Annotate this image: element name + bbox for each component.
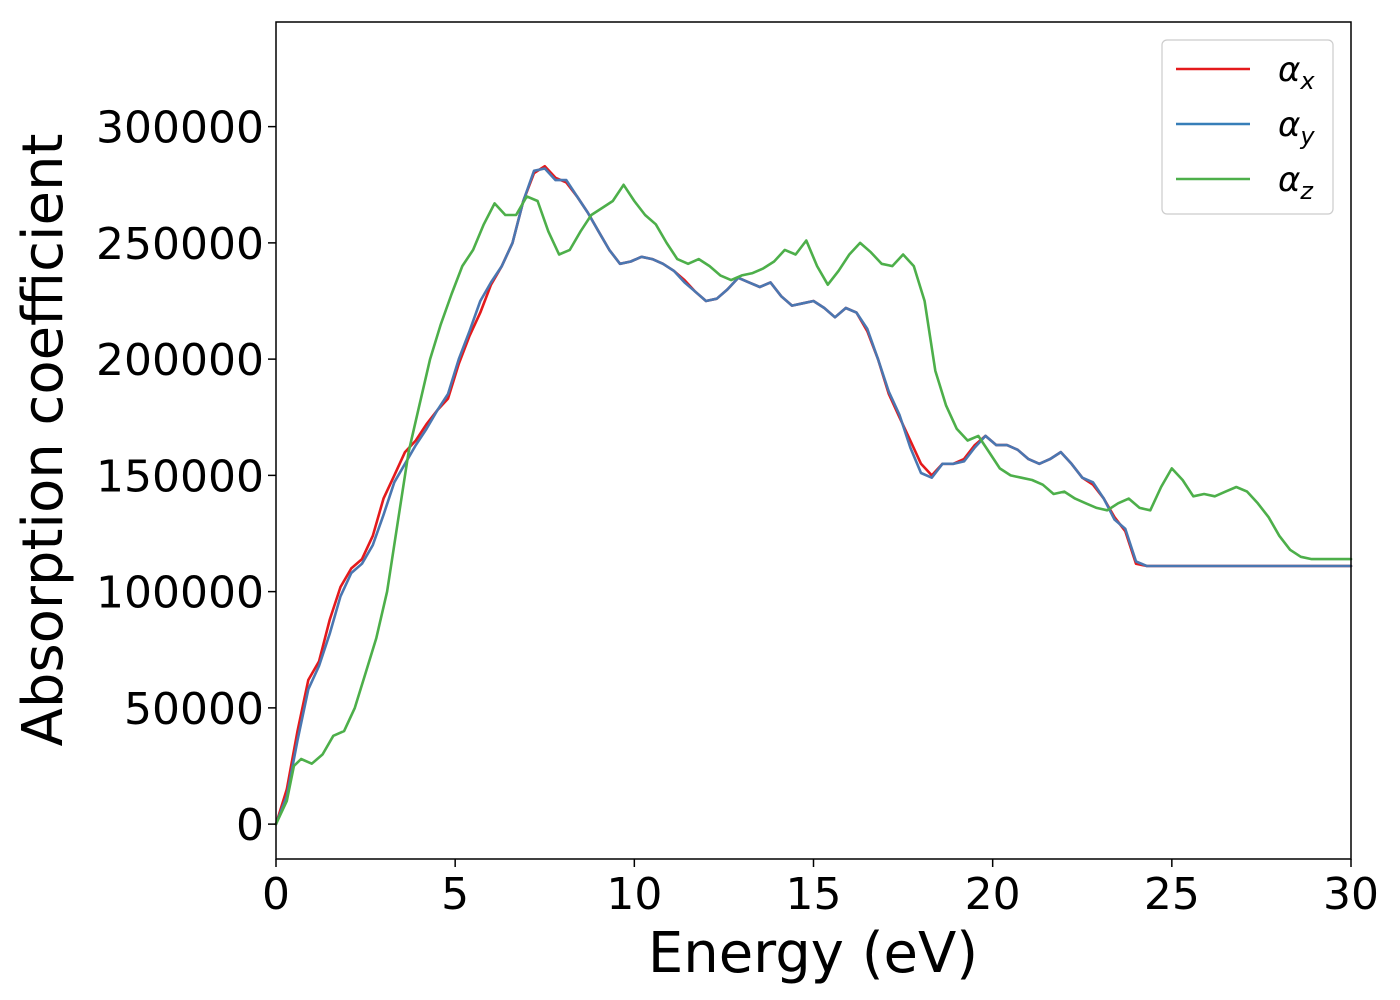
y-tick-label: 50000 [124, 684, 264, 735]
y-tick-label: 300000 [96, 103, 264, 154]
x-tick-label: 20 [965, 869, 1021, 920]
x-tick-label: 5 [441, 869, 469, 920]
y-tick-label: 250000 [96, 219, 264, 270]
y-tick-label: 200000 [96, 335, 264, 386]
y-tick-label: 150000 [96, 451, 264, 502]
series-line-αz [274, 183, 1353, 826]
x-tick-label: 25 [1144, 869, 1200, 920]
x-axis-ticks: 0 5 10 15 20 25 30 [262, 859, 1379, 920]
plot-frame [275, 21, 1352, 860]
x-tick-label: 10 [606, 869, 662, 920]
x-tick-label: 15 [786, 869, 842, 920]
series-line-αy [274, 167, 1353, 826]
y-axis-label: Absorption coefficient [11, 134, 76, 747]
x-tick-label: 0 [262, 869, 290, 920]
y-tick-label: 0 [236, 800, 264, 851]
legend: αx αy αz [1161, 39, 1334, 215]
legend-box [1161, 39, 1334, 215]
legend-label: αx [1278, 50, 1315, 95]
legend-label: αz [1278, 160, 1314, 205]
series-layer [274, 164, 1353, 826]
y-axis-ticks: 0 50000 100000 150000 200000 250000 300000 [96, 103, 276, 851]
y-tick-label: 100000 [96, 568, 264, 619]
x-tick-label: 30 [1323, 869, 1379, 920]
legend-label: αy [1278, 105, 1315, 150]
x-axis-label: Energy (eV) [648, 921, 978, 986]
